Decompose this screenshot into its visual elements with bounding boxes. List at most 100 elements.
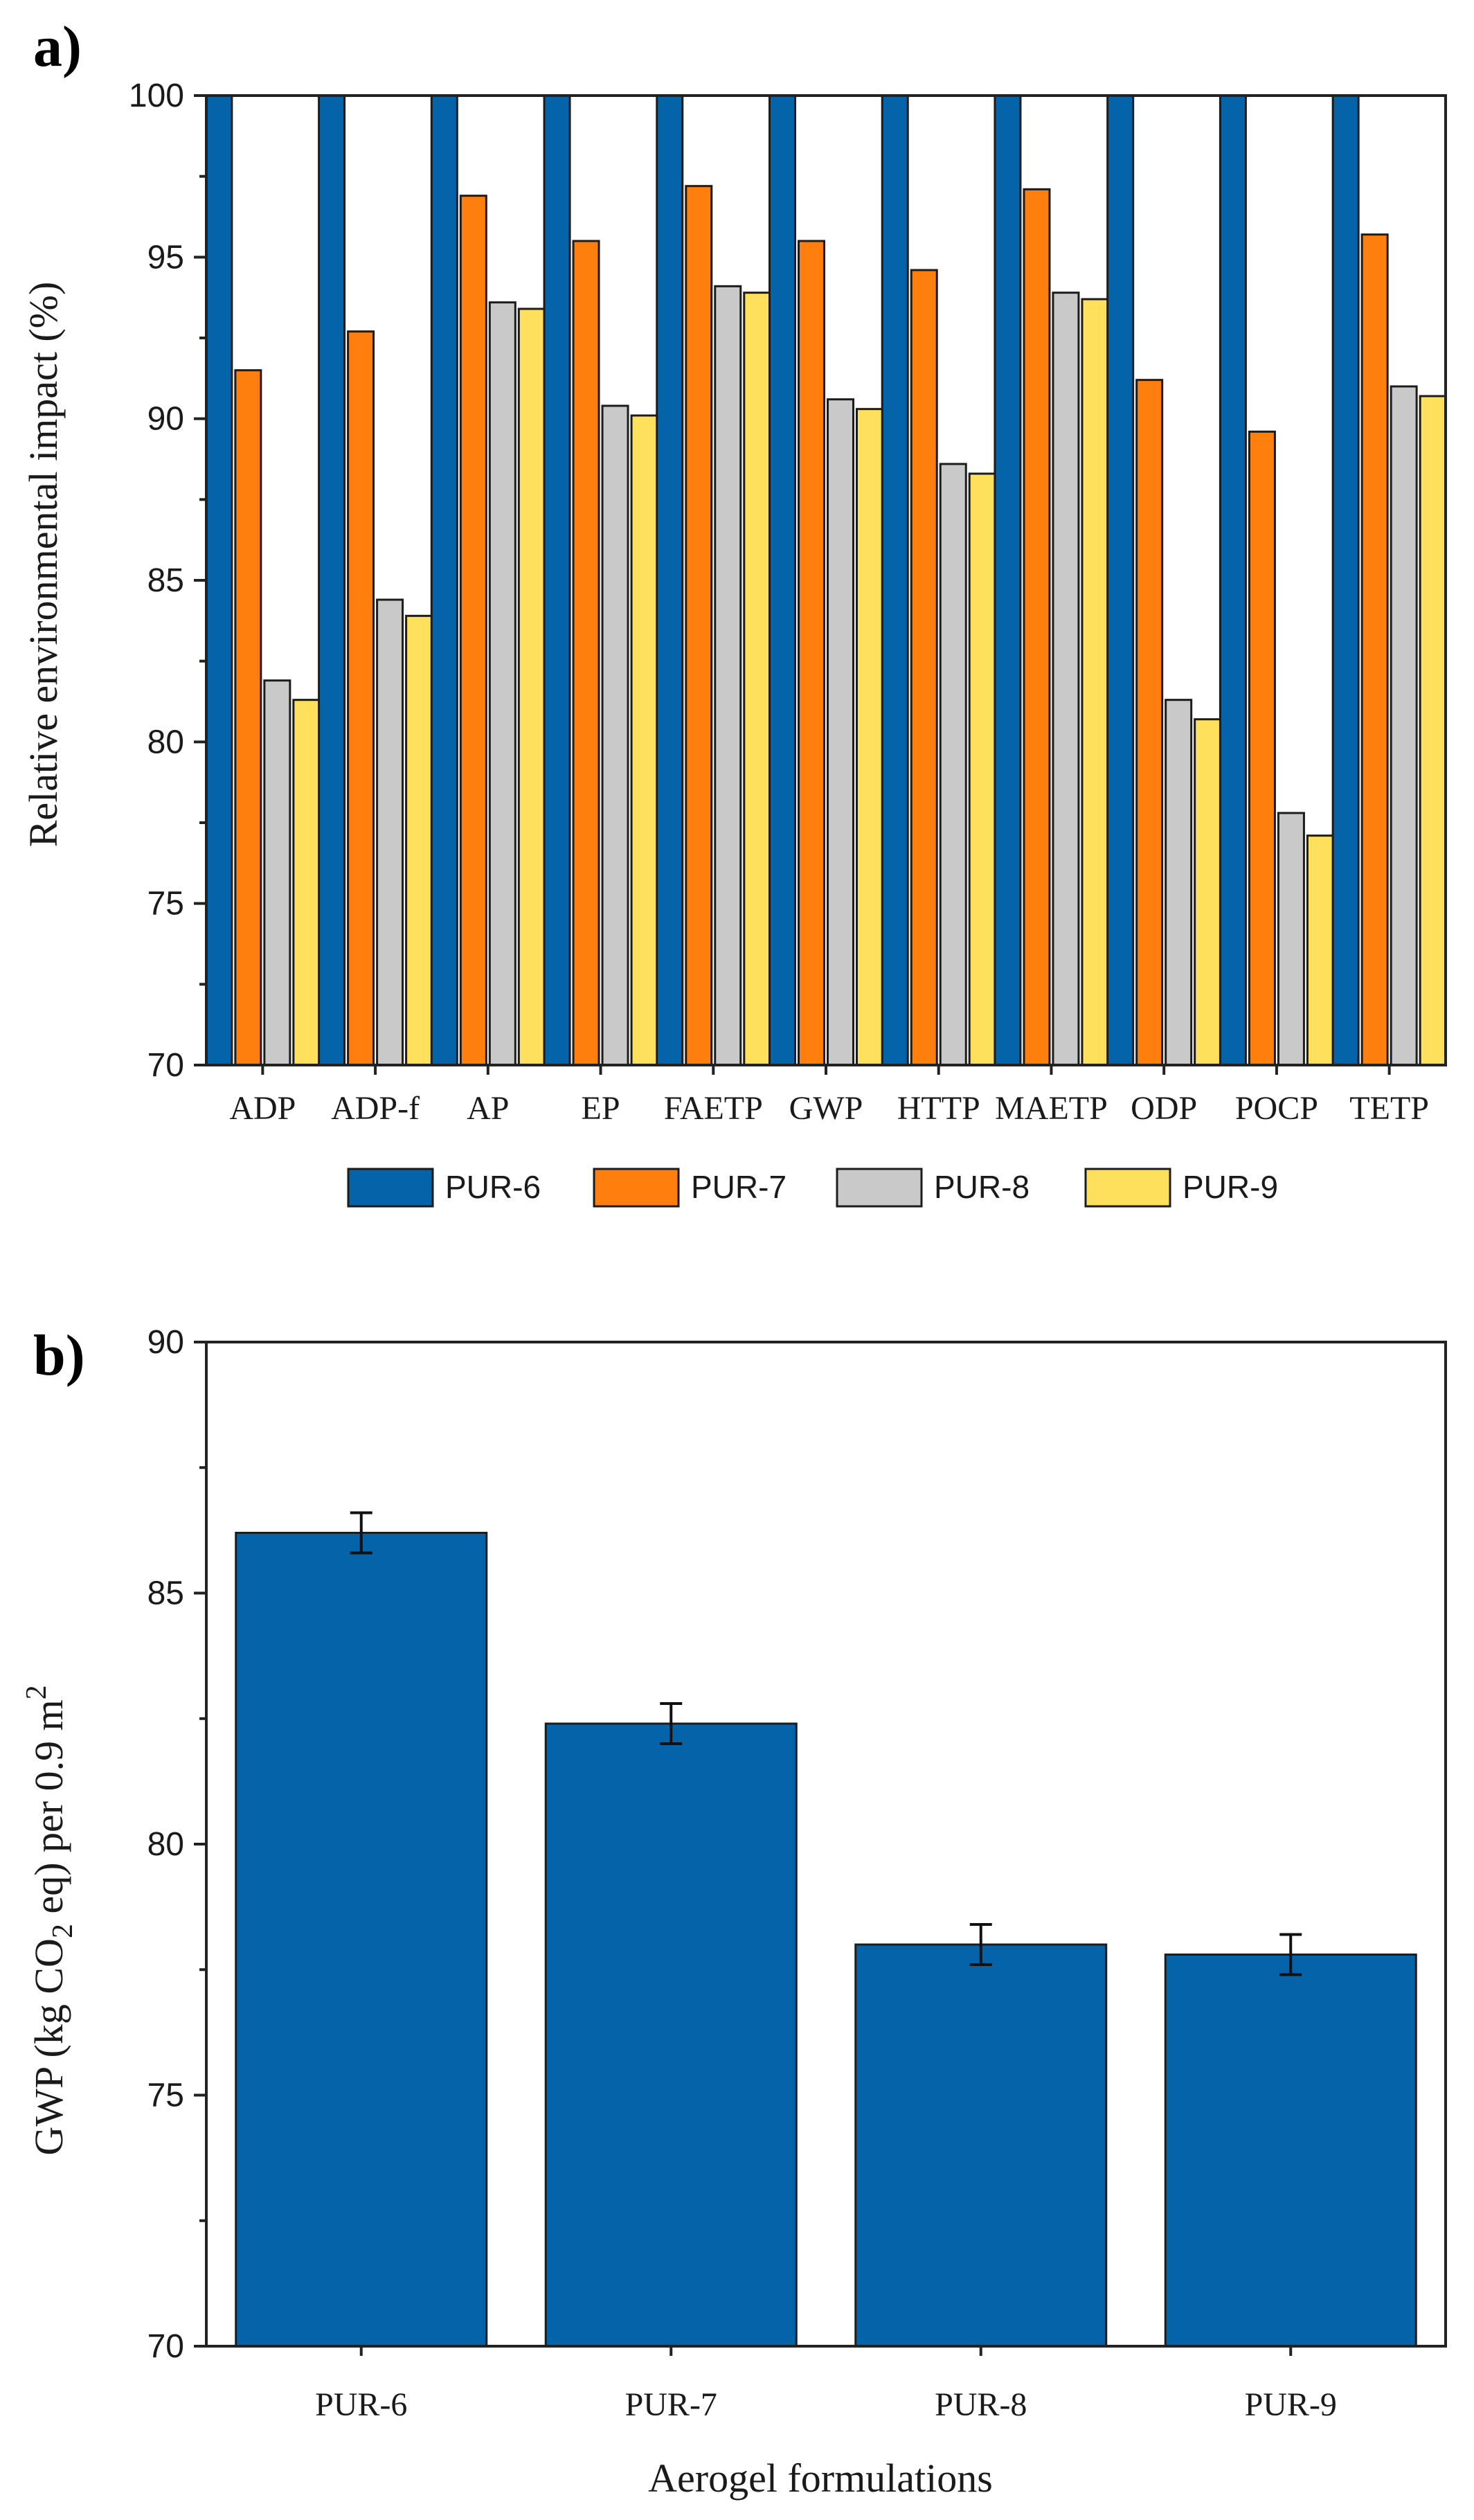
bar-tetp-pur-7 (1360, 233, 1389, 1066)
panel-a-y-tick-label: 100 (129, 78, 184, 114)
bar-ep-pur-7 (572, 240, 600, 1066)
bar-pur-8 (854, 1943, 1108, 2348)
bar-pur-7 (544, 1722, 798, 2348)
bar-maetp-pur-6 (994, 94, 1022, 1066)
bar-http-pur-8 (939, 463, 967, 1066)
bar-pur-6 (235, 1532, 488, 2348)
panel-a: a) Relative environmental impact (%) ADP… (21, 15, 1447, 1208)
panel-a-legend: PUR-6 PUR-7 PUR-8 PUR-9 (347, 1168, 1278, 1208)
bar-ap-pur-8 (488, 301, 516, 1066)
bar-adp-f-pur-8 (376, 598, 404, 1066)
bar-adp-pur-8 (263, 679, 291, 1066)
panel-b-x-tick-label: PUR-8 (935, 2386, 1027, 2423)
bar-http-pur-6 (881, 94, 909, 1066)
bar-ap-pur-6 (430, 94, 458, 1066)
panel-b-y-tick-label: 85 (147, 1575, 184, 1612)
panel-a-x-tick-label: ODP (1131, 1090, 1197, 1127)
bar-ep-pur-6 (543, 94, 571, 1066)
panel-a-x-tick-label: ADP-f (331, 1090, 420, 1127)
panel-b-bars (235, 1511, 1417, 2348)
panel-b-ylabel-prefix: GWP (kg CO (26, 1938, 71, 2156)
legend-label-pur-9: PUR-9 (1183, 1169, 1278, 1205)
bar-faetp-pur-8 (714, 285, 742, 1066)
bar-maetp-pur-7 (1023, 188, 1051, 1066)
bar-ep-pur-9 (630, 414, 658, 1066)
bar-tetp-pur-6 (1331, 94, 1360, 1066)
bar-http-pur-7 (910, 269, 938, 1066)
bar-odp-pur-8 (1165, 699, 1193, 1066)
panel-a-y-tick-label: 85 (147, 562, 184, 599)
panel-b-ylabel-middle: eq) per 0.9 m (26, 1699, 71, 1924)
panel-a-x-tick-label: AP (467, 1090, 509, 1127)
bar-adp-pur-7 (234, 369, 262, 1066)
panel-a-y-tick-label: 90 (147, 401, 184, 438)
panel-b: b) GWP (kg CO2 eq) per 0.9 m2 PUR-6 PUR-7… (21, 1323, 1447, 2501)
bar-faetp-pur-9 (743, 292, 771, 1066)
panel-a-x-tick-label: FAETP (664, 1090, 763, 1127)
panel-a-x-tick-label: EP (582, 1090, 620, 1127)
bar-adp-pur-9 (292, 699, 321, 1066)
legend-label-pur-7: PUR-7 (691, 1169, 787, 1205)
bar-pocp-pur-8 (1277, 812, 1305, 1066)
panel-a-label: a) (33, 15, 82, 79)
bar-pocp-pur-9 (1306, 834, 1334, 1066)
legend-label-pur-6: PUR-6 (445, 1169, 541, 1205)
bar-gwp-pur-8 (827, 398, 854, 1066)
bar-ap-pur-7 (459, 195, 487, 1066)
bar-gwp-pur-6 (769, 94, 796, 1066)
bar-maetp-pur-9 (1081, 298, 1109, 1066)
panel-b-y-axis-title: GWP (kg CO2 eq) per 0.9 m2 (21, 1685, 79, 2155)
panel-b-y-tick-label: 75 (147, 2077, 184, 2114)
panel-a-x-tick-label: MAETP (995, 1090, 1108, 1127)
panel-b-x-axis-title: Aerogel formulations (648, 2456, 993, 2501)
bar-adp-f-pur-7 (347, 330, 375, 1066)
bar-odp-pur-7 (1135, 379, 1164, 1066)
panel-a-plot-frame (205, 94, 1447, 1066)
bar-pocp-pur-7 (1248, 430, 1276, 1066)
bar-gwp-pur-7 (798, 240, 825, 1066)
panel-a-y-tick-label: 80 (147, 724, 184, 760)
panel-b-ylabel-sub: 2 (47, 1924, 79, 1938)
bar-pur-9 (1164, 1954, 1417, 2348)
panel-b-x-tick-label: PUR-9 (1245, 2386, 1337, 2423)
panel-b-plot-frame (205, 1341, 1447, 2348)
bar-odp-pur-6 (1106, 94, 1135, 1066)
panel-a-y-axis-title: Relative environmental impact (%) (21, 282, 66, 848)
bar-adp-pur-6 (205, 94, 233, 1066)
bar-ap-pur-9 (517, 307, 546, 1066)
legend-swatch-pur-6 (347, 1168, 434, 1208)
panel-b-axes: PUR-6 PUR-7 PUR-8 PUR-9 70 75 80 85 90 (147, 1324, 1447, 2423)
panel-a-x-tick-label: TETP (1349, 1090, 1429, 1127)
legend-swatch-pur-9 (1084, 1168, 1171, 1208)
panel-a-x-tick-label: GWP (789, 1090, 863, 1127)
bar-adp-f-pur-6 (318, 94, 346, 1066)
panel-b-y-tick-label: 90 (147, 1324, 184, 1361)
panel-b-x-tick-label: PUR-7 (625, 2386, 717, 2423)
panel-a-y-tick-label: 75 (147, 886, 184, 922)
bar-faetp-pur-7 (685, 185, 713, 1066)
bar-tetp-pur-8 (1390, 385, 1418, 1066)
panel-b-ylabel-sup: 2 (21, 1685, 53, 1699)
panel-a-x-tick-label: ADP (229, 1090, 296, 1127)
bar-maetp-pur-8 (1052, 292, 1080, 1066)
bar-faetp-pur-6 (656, 94, 684, 1066)
panel-a-bars (205, 94, 1447, 1066)
bar-odp-pur-9 (1194, 718, 1222, 1066)
legend-label-pur-8: PUR-8 (934, 1169, 1030, 1205)
panel-a-y-tick-label: 95 (147, 239, 184, 276)
panel-a-x-tick-label: POCP (1235, 1090, 1318, 1127)
panel-b-label: b) (33, 1323, 85, 1388)
legend-swatch-pur-8 (836, 1168, 923, 1208)
bar-ep-pur-8 (601, 404, 629, 1066)
legend-swatch-pur-7 (593, 1168, 680, 1208)
bar-gwp-pur-9 (856, 408, 883, 1066)
bar-pocp-pur-6 (1219, 94, 1247, 1066)
panel-a-axes: ADP ADP-f AP EP FAETP GWP HTTP MAETP ODP POCP TETP… (129, 78, 1447, 1127)
bar-adp-f-pur-9 (405, 614, 433, 1066)
panel-a-y-tick-label: 70 (147, 1047, 184, 1084)
panel-b-y-tick-label: 80 (147, 1826, 184, 1863)
panel-b-y-tick-label: 70 (147, 2328, 184, 2365)
bar-http-pur-9 (968, 472, 996, 1066)
panel-b-x-tick-label: PUR-6 (315, 2386, 407, 2423)
